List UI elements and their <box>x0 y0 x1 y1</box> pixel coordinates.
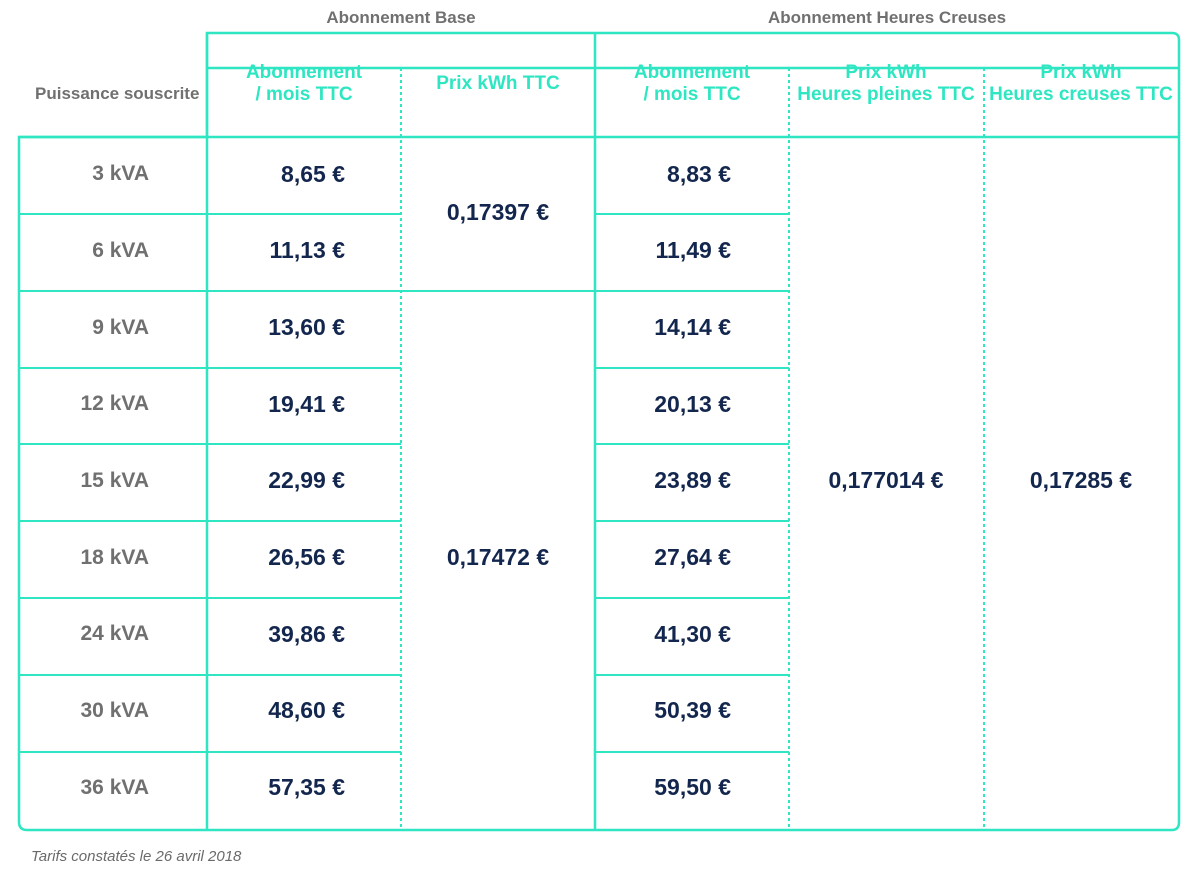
group-header-heures-creuses: Abonnement Heures Creuses <box>767 8 1007 27</box>
power-cell: 36 kVA <box>80 775 150 799</box>
base-monthly-cell: 48,60 € <box>268 697 345 724</box>
base-monthly-cell: 11,13 € <box>269 237 345 264</box>
col-header-line: Heures creuses TTC <box>989 84 1173 105</box>
base-monthly-cell: 19,41 € <box>268 390 345 417</box>
group-header-base: Abonnement Base <box>326 8 476 27</box>
col-header-line: / mois TTC <box>643 84 741 105</box>
base-kwh-price-low: 0,17397 € <box>446 199 550 226</box>
power-cell: 30 kVA <box>80 698 150 722</box>
base-monthly-cell: 8,65 € <box>281 160 345 187</box>
power-cell: 15 kVA <box>80 468 150 492</box>
base-monthly-cell: 26,56 € <box>268 544 345 571</box>
footnote: Tarifs constatés le 26 avril 2018 <box>31 848 242 865</box>
hc-monthly-cell: 14,14 € <box>654 314 731 341</box>
power-cell: 12 kVA <box>80 392 150 416</box>
col-header-line: Prix kWh <box>845 62 927 83</box>
base-monthly-cell: 57,35 € <box>268 774 345 801</box>
base-monthly-cell: 39,86 € <box>268 620 345 647</box>
power-cell: 3 kVA <box>92 162 149 186</box>
row-label-puissance: Puissance souscrite <box>35 84 200 103</box>
hc-kwh-price: 0,17285 € <box>1029 467 1133 494</box>
col-header-prix-kwh: Prix kWh TTC <box>436 73 560 94</box>
hc-monthly-cell: 23,89 € <box>654 467 731 494</box>
base-monthly-cell: 22,99 € <box>268 467 345 494</box>
hc-monthly-cell: 59,50 € <box>654 774 731 801</box>
col-header-prix-hp: Prix kWh Heures pleines TTC <box>789 32 983 136</box>
power-cell: 6 kVA <box>92 238 149 262</box>
power-cell: 24 kVA <box>80 622 150 646</box>
hp-kwh-price: 0,177014 € <box>828 467 944 494</box>
col-header-line: Abonnement <box>633 62 751 83</box>
power-cell: 9 kVA <box>92 315 149 339</box>
col-header-line: Abonnement <box>245 62 363 83</box>
col-header-abonnement-base: Abonnement / mois TTC <box>207 32 401 136</box>
hc-monthly-cell: 41,30 € <box>654 620 731 647</box>
hc-monthly-cell: 11,49 € <box>655 237 731 264</box>
hc-monthly-cell: 50,39 € <box>654 697 731 724</box>
hc-monthly-cell: 20,13 € <box>654 390 731 417</box>
col-header-line: Prix kWh <box>1040 62 1122 83</box>
col-header-prix-hc: Prix kWh Heures creuses TTC <box>983 32 1179 136</box>
base-monthly-cell: 13,60 € <box>268 314 345 341</box>
hc-monthly-cell: 8,83 € <box>667 160 731 187</box>
power-cell: 18 kVA <box>80 545 150 569</box>
col-header-line: / mois TTC <box>255 84 353 105</box>
hc-monthly-cell: 27,64 € <box>654 544 731 571</box>
base-kwh-price-high: 0,17472 € <box>446 544 550 571</box>
col-header-abonnement-hc: Abonnement / mois TTC <box>595 32 789 136</box>
col-header-line: Heures pleines TTC <box>797 84 975 105</box>
